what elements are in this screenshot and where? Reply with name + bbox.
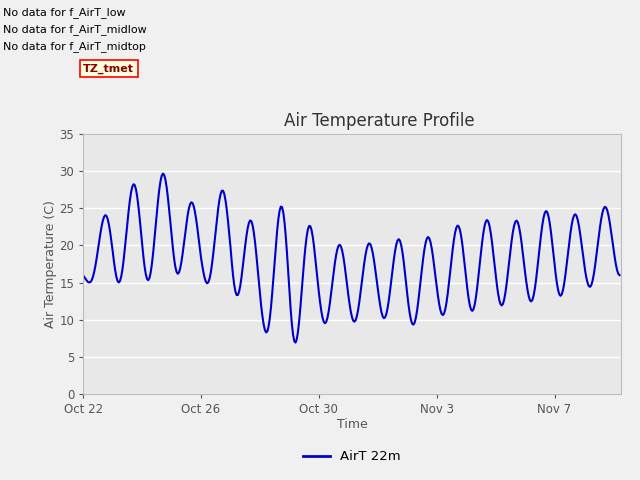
Text: No data for f_AirT_midtop: No data for f_AirT_midtop xyxy=(3,41,146,52)
Legend: AirT 22m: AirT 22m xyxy=(298,445,406,468)
X-axis label: Time: Time xyxy=(337,419,367,432)
Text: No data for f_AirT_low: No data for f_AirT_low xyxy=(3,7,126,18)
Text: No data for f_AirT_midlow: No data for f_AirT_midlow xyxy=(3,24,147,35)
Text: TZ_tmet: TZ_tmet xyxy=(83,63,134,73)
Title: Air Temperature Profile: Air Temperature Profile xyxy=(284,112,474,130)
Y-axis label: Air Termperature (C): Air Termperature (C) xyxy=(44,200,56,328)
